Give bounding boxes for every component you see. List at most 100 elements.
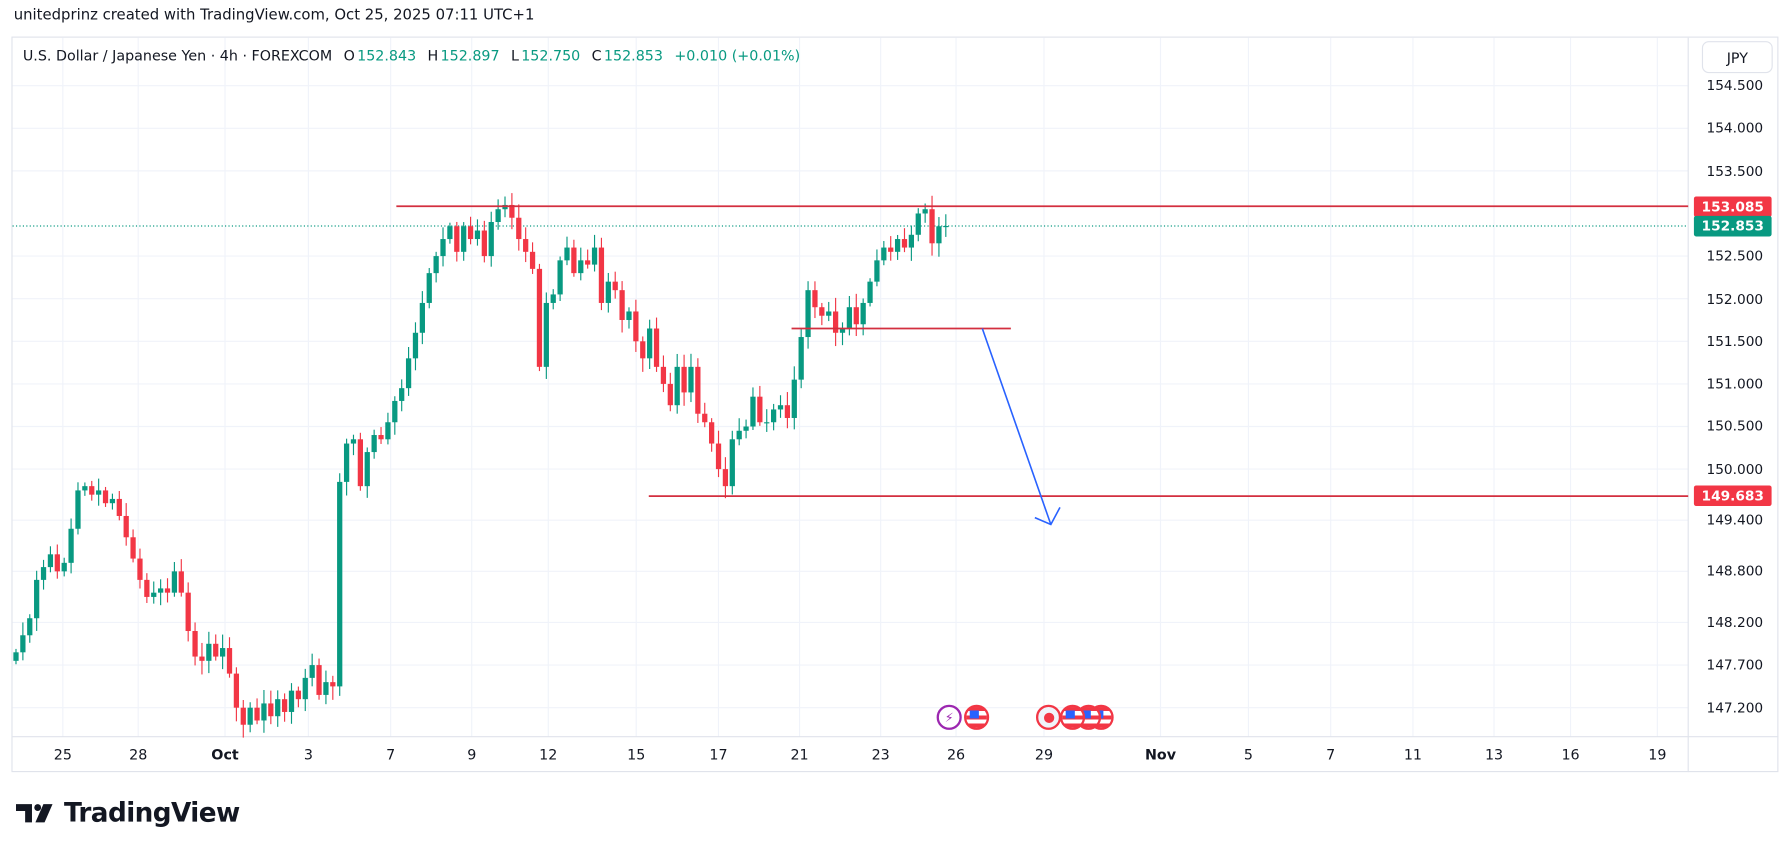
- candle-up: [915, 213, 921, 235]
- candle-down: [695, 366, 701, 414]
- candle-down: [516, 217, 522, 240]
- time-tick-label: 12: [539, 745, 558, 764]
- candle-down: [529, 251, 536, 269]
- candle-up: [171, 571, 178, 593]
- candle-up: [860, 302, 866, 325]
- candle-down: [523, 239, 529, 252]
- candle-up: [302, 677, 308, 700]
- candle-up: [846, 307, 853, 329]
- candle-up: [894, 239, 901, 252]
- candle-up: [109, 498, 116, 504]
- us-flag-event-icon[interactable]: [1059, 704, 1086, 730]
- candle-down: [213, 643, 219, 657]
- currency-button[interactable]: JPY: [1701, 41, 1773, 74]
- candle-down: [757, 396, 763, 423]
- candle-down: [378, 435, 384, 440]
- time-tick-label: 17: [709, 745, 728, 764]
- candle-up: [839, 328, 846, 333]
- candle-down: [192, 631, 198, 657]
- candle-down: [199, 656, 205, 661]
- tradingview-logo-icon: [15, 804, 53, 823]
- candle-down: [667, 383, 673, 406]
- candle-down: [137, 558, 143, 580]
- symbol-title[interactable]: U.S. Dollar / Japanese Yen · 4h · FOREXC…: [22, 46, 333, 64]
- candle-up: [647, 328, 653, 359]
- candle-down: [702, 413, 708, 423]
- candle-down: [268, 703, 274, 717]
- candle-up: [82, 486, 88, 491]
- candle-down: [633, 311, 639, 342]
- candle-down: [901, 239, 908, 248]
- time-tick-label: 26: [946, 745, 966, 764]
- candle-up: [743, 426, 749, 431]
- price-tick-label: 151.000: [1706, 375, 1764, 392]
- candle-down: [467, 226, 474, 240]
- candle-up: [881, 247, 887, 261]
- record-event-icon[interactable]: [1035, 704, 1062, 730]
- candle-up: [47, 554, 54, 568]
- us-flag-event-icon[interactable]: [964, 704, 990, 730]
- candle-up: [27, 618, 33, 636]
- candle-up: [543, 302, 549, 367]
- candle-down: [164, 588, 171, 593]
- candle-up: [343, 443, 350, 482]
- candle-down: [102, 490, 109, 504]
- candle-up: [371, 435, 377, 453]
- candle-down: [240, 707, 246, 725]
- time-tick-label: 23: [871, 745, 890, 764]
- candle-up: [798, 337, 804, 380]
- candle-up: [206, 643, 212, 661]
- candle-up: [736, 430, 742, 440]
- candle-up: [805, 290, 811, 338]
- earnings-event-icon[interactable]: ⚡: [936, 704, 962, 730]
- logo-text: TradingView: [63, 798, 240, 829]
- candle-down: [254, 707, 260, 721]
- candle-up: [488, 222, 494, 257]
- candle-up: [219, 648, 226, 657]
- candle-up: [350, 439, 357, 444]
- tradingview-logo[interactable]: TradingView: [15, 798, 240, 829]
- candle-up: [908, 234, 915, 248]
- candle-up: [288, 690, 295, 712]
- candle-down: [722, 469, 729, 487]
- candle-down: [929, 209, 935, 244]
- candle-up: [20, 635, 26, 653]
- candle-up: [777, 405, 784, 410]
- candle-up: [75, 490, 81, 529]
- time-tick-label: 13: [1484, 745, 1504, 764]
- candle-down: [330, 682, 336, 687]
- candle-up: [13, 652, 19, 661]
- candle-up: [564, 247, 570, 261]
- forecast-arrow: [981, 328, 1052, 525]
- price-tick-label: 153.500: [1706, 162, 1764, 179]
- low-label: L: [510, 46, 519, 64]
- candle-down: [89, 486, 95, 495]
- candle-down: [819, 307, 825, 316]
- candle-down: [660, 366, 667, 384]
- high-value: 152.897: [440, 46, 500, 64]
- time-tick-label: 11: [1403, 745, 1423, 764]
- candle-up: [392, 400, 398, 423]
- candle-down: [585, 260, 591, 265]
- candle-up: [936, 226, 942, 244]
- candle-up: [247, 707, 253, 725]
- price-tick-label: 149.400: [1706, 512, 1764, 529]
- candle-down: [281, 699, 288, 712]
- candle-up: [34, 579, 40, 619]
- change-value: +0.010 (+0.01%): [674, 46, 801, 64]
- candle-up: [874, 260, 880, 282]
- current-price-tag: 152.853: [1693, 215, 1772, 237]
- candle-down: [619, 290, 625, 320]
- price-tick-label: 147.200: [1706, 699, 1764, 716]
- candle-down: [54, 554, 60, 572]
- price-tick-label: 150.500: [1706, 418, 1764, 435]
- price-tick-label: 147.700: [1706, 657, 1764, 674]
- time-tick-label: 25: [53, 745, 72, 764]
- candle-up: [578, 260, 584, 274]
- candle-up: [791, 379, 797, 418]
- chart-caption: unitedprinz created with TradingView.com…: [13, 6, 535, 24]
- candle-up: [68, 528, 74, 563]
- candle-down: [295, 690, 302, 700]
